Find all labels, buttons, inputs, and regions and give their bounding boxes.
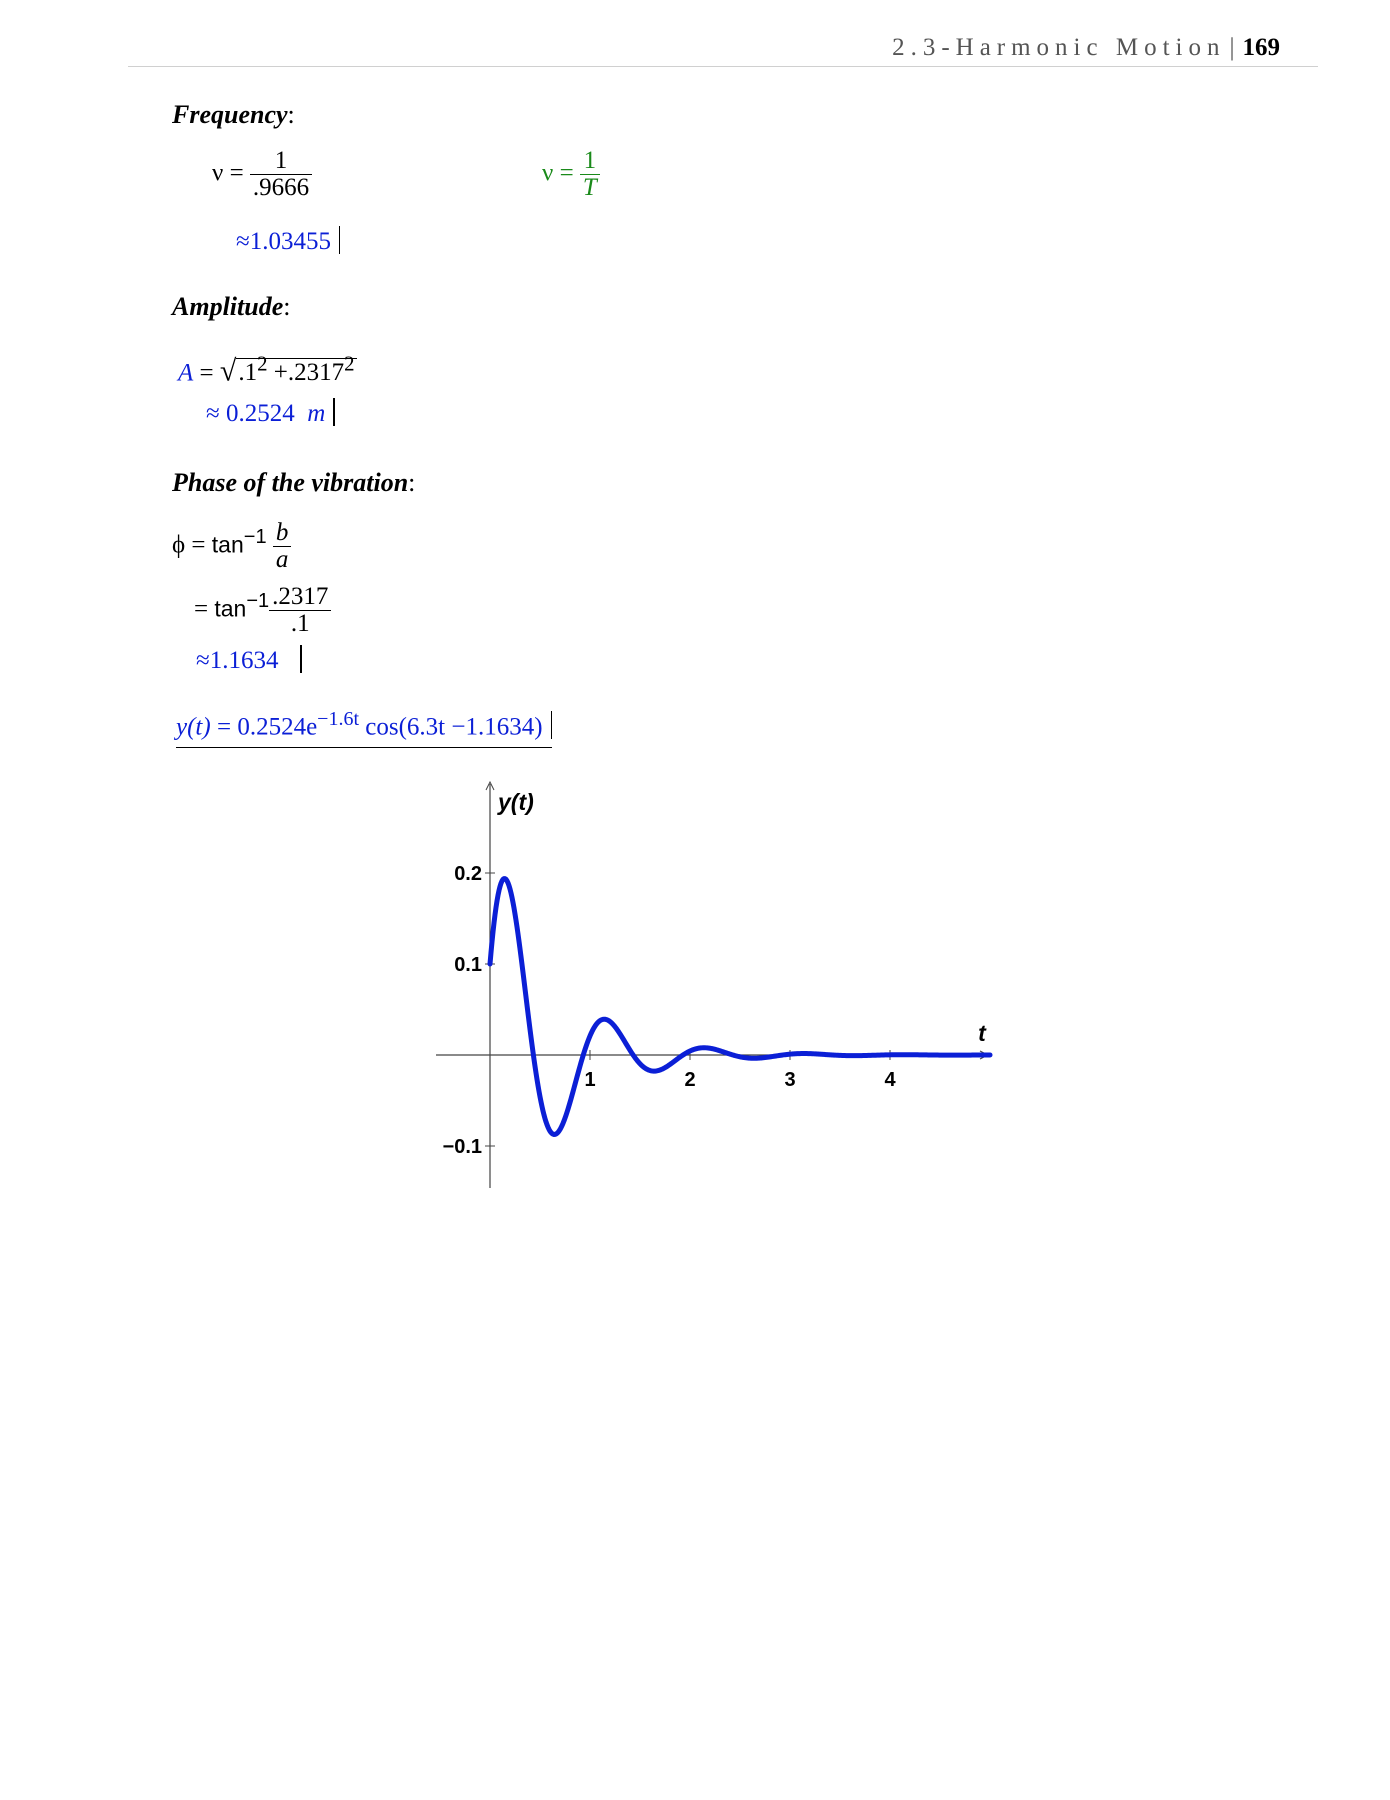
fraction-numerator: 1 xyxy=(249,147,313,176)
x-tick-label: 4 xyxy=(884,1069,896,1091)
phi-symbol: ϕ xyxy=(172,531,186,559)
frequency-equation: ν = 1.9666 xyxy=(212,147,313,202)
frequency-fraction: 1.9666 xyxy=(249,147,313,202)
amplitude-heading: Amplitude: xyxy=(172,292,290,322)
result-marker xyxy=(550,711,553,740)
nu-symbol: ν xyxy=(212,159,224,187)
phase-result: ≈1.1634 xyxy=(196,645,302,675)
frequency-heading: Frequency: xyxy=(172,100,295,130)
amplitude-symbol: A xyxy=(178,359,194,387)
amplitude-equation: A = √.12 +.23172 xyxy=(178,352,357,388)
tan-function: tan xyxy=(211,531,244,558)
radicand-exponent-1: 2 xyxy=(257,352,268,376)
fraction-denominator: .1 xyxy=(290,610,310,638)
plus-sign: + xyxy=(273,359,288,387)
phase-substitution: = tan−1.2317.1 xyxy=(194,583,332,638)
inverse-exponent: −1 xyxy=(246,590,270,613)
sqrt-sign: √ xyxy=(219,354,237,388)
amplitude-unit: m xyxy=(307,400,326,427)
note-equals-sign: = xyxy=(559,159,574,187)
radicand-term-1: .1 xyxy=(238,359,258,387)
phase-heading-colon: : xyxy=(408,468,416,497)
header-rule xyxy=(128,66,1318,67)
equals-sign: = xyxy=(194,595,209,623)
equals-sign: = xyxy=(216,713,232,741)
frequency-heading-text: Frequency xyxy=(172,100,288,129)
solution-cosine-term: cos(6.3t −1.1634) xyxy=(365,713,543,741)
y-tick-label: −0.1 xyxy=(443,1136,482,1158)
frequency-result-value: ≈1.03455 xyxy=(236,228,331,255)
fraction-numerator: b xyxy=(272,519,292,548)
solution-coefficient: 0.2524e xyxy=(237,713,318,741)
damped-oscillation-chart: 1 2 3 4 0.2 0.1 −0.1 y(t) t xyxy=(436,780,993,1188)
y-tick-label: 0.1 xyxy=(454,954,482,976)
equals-sign: = xyxy=(191,531,206,559)
inverse-exponent: −1 xyxy=(243,526,267,549)
running-header: 2.3-Harmonic Motion | 169 xyxy=(892,34,1280,62)
tan-function: tan xyxy=(214,595,247,622)
frequency-result: ≈1.03455 xyxy=(236,226,341,256)
amplitude-heading-text: Amplitude xyxy=(172,292,284,321)
x-axis-label: t xyxy=(978,1020,987,1046)
equals-sign: = xyxy=(199,359,214,387)
phase-heading: Phase of the vibration: xyxy=(172,468,415,498)
x-tick-label: 3 xyxy=(784,1069,795,1091)
result-marker xyxy=(300,645,302,673)
x-tick-label: 1 xyxy=(584,1069,595,1091)
chapter-title: 2.3-Harmonic Motion xyxy=(892,34,1226,61)
result-marker xyxy=(333,398,335,426)
amplitude-heading-colon: : xyxy=(283,292,291,321)
note-nu-symbol: ν xyxy=(542,159,554,187)
equals-sign: = xyxy=(229,159,244,187)
fraction-denominator: a xyxy=(275,546,289,574)
amplitude-result-value: ≈ 0.2524 xyxy=(206,400,295,427)
phase-heading-text: Phase of the vibration xyxy=(172,468,409,497)
radicand-exponent-2: 2 xyxy=(344,352,355,376)
solution-exponent: −1.6t xyxy=(317,708,360,730)
series-line xyxy=(487,876,993,1137)
y-axis-arrow xyxy=(485,780,495,791)
y-axis-label: y(t) xyxy=(497,789,534,815)
note-denominator: T xyxy=(582,174,597,202)
phase-values-fraction: .2317.1 xyxy=(269,583,332,638)
frequency-heading-colon: : xyxy=(287,100,295,129)
note-numerator: 1 xyxy=(579,147,600,176)
solution-equation: y(t) = 0.2524e−1.6t cos(6.3t −1.1634) xyxy=(176,708,553,749)
fraction-denominator: .9666 xyxy=(252,174,310,202)
y-tick-label: 0.2 xyxy=(454,863,482,885)
amplitude-result: ≈ 0.2524 m xyxy=(206,398,335,428)
header-separator: | xyxy=(1229,34,1235,61)
fraction-numerator: .2317 xyxy=(269,583,332,612)
page-number: 169 xyxy=(1242,34,1281,61)
phase-result-value: ≈1.1634 xyxy=(196,647,279,674)
radicand-term-2: .2317 xyxy=(287,359,345,387)
solution-lhs: y(t) xyxy=(176,713,211,741)
result-marker xyxy=(338,226,341,254)
sqrt-radicand: .12 +.23172 xyxy=(236,352,357,387)
x-tick-label: 2 xyxy=(684,1069,695,1091)
